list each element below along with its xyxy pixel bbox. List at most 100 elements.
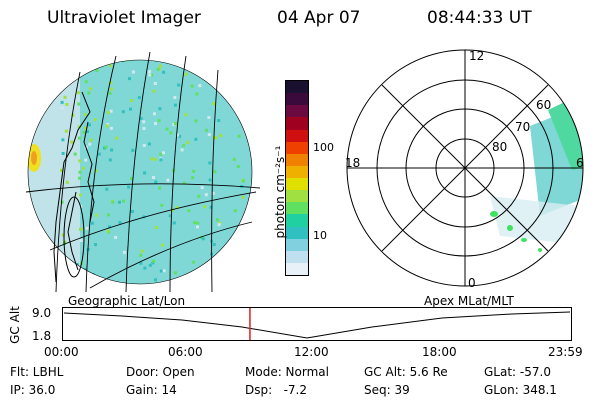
image-pixel bbox=[184, 72, 188, 76]
image-pixel bbox=[142, 144, 146, 147]
colorbar-band bbox=[286, 190, 308, 203]
image-pixel bbox=[161, 243, 164, 247]
image-pixel bbox=[210, 60, 214, 61]
image-pixel bbox=[209, 205, 213, 209]
image-pixel bbox=[63, 95, 67, 99]
image-pixel bbox=[130, 210, 134, 213]
image-pixel bbox=[111, 200, 115, 204]
image-pixel bbox=[89, 138, 93, 142]
image-pixel bbox=[137, 96, 141, 100]
colorbar-band bbox=[286, 202, 308, 215]
image-pixel bbox=[79, 227, 83, 231]
image-pixel bbox=[108, 64, 112, 68]
image-pixel bbox=[78, 159, 82, 163]
image-pixel bbox=[187, 209, 191, 213]
image-pixel bbox=[205, 128, 208, 132]
image-pixel bbox=[152, 284, 155, 287]
info-dsp: Dsp: -7.2 bbox=[245, 383, 308, 397]
image-pixel bbox=[190, 84, 194, 88]
image-title: Ultraviolet Imager bbox=[47, 8, 201, 28]
colorbar-band bbox=[286, 105, 308, 118]
image-pixel bbox=[253, 244, 256, 247]
image-pixel bbox=[220, 84, 223, 88]
colorbar-tick-100: 100 bbox=[313, 141, 334, 154]
image-pixel bbox=[109, 109, 113, 113]
colorbar-band bbox=[286, 250, 308, 263]
image-pixel bbox=[177, 83, 181, 87]
image-pixel bbox=[61, 138, 65, 142]
image-pixel bbox=[147, 142, 151, 146]
image-pixel bbox=[142, 127, 146, 130]
timeline-xtick-3: 18:00 bbox=[422, 345, 457, 359]
image-pixel bbox=[114, 236, 118, 239]
image-pixel bbox=[257, 116, 260, 119]
image-pixel bbox=[65, 103, 69, 106]
image-pixel bbox=[131, 148, 135, 152]
image-pixel bbox=[110, 87, 113, 91]
image-pixel bbox=[143, 266, 147, 270]
image-pixel bbox=[186, 140, 190, 144]
lat-label-70: 70 bbox=[515, 120, 530, 134]
colorbar-units: photon cm⁻²s⁻¹ bbox=[273, 145, 287, 239]
image-pixel bbox=[169, 131, 173, 135]
image-pixel bbox=[197, 194, 201, 198]
image-pixel bbox=[95, 213, 99, 217]
image-pixel bbox=[243, 75, 247, 79]
info-gain: Gain: 14 bbox=[126, 383, 177, 397]
lat-label-60: 60 bbox=[536, 98, 551, 112]
image-pixel bbox=[162, 70, 166, 74]
image-pixel bbox=[194, 119, 198, 123]
image-pixel bbox=[249, 195, 252, 198]
image-pixel bbox=[157, 119, 161, 123]
image-pixel bbox=[228, 280, 232, 284]
image-pixel bbox=[219, 133, 223, 137]
image-pixel bbox=[108, 158, 112, 162]
info-glon: GLon: 348.1 bbox=[484, 383, 557, 397]
timeline-right-label: Apex MLat/MLT bbox=[424, 294, 514, 308]
colorbar-band bbox=[286, 178, 308, 191]
image-pixel bbox=[208, 178, 212, 182]
image-pixel bbox=[70, 277, 73, 281]
image-pixel bbox=[217, 223, 221, 227]
image-pixel bbox=[162, 151, 165, 155]
image-pixel bbox=[211, 191, 215, 195]
image-pixel bbox=[95, 68, 99, 72]
colorbar-tick-10: 10 bbox=[313, 229, 327, 242]
image-pixel bbox=[154, 180, 158, 184]
image-pixel bbox=[93, 53, 96, 56]
image-pixel bbox=[153, 112, 156, 116]
image-pixel bbox=[103, 146, 106, 150]
image-pixel bbox=[182, 144, 185, 148]
image-pixel bbox=[201, 287, 204, 290]
image-pixel bbox=[249, 244, 252, 248]
info-glat: GLat: -57.0 bbox=[484, 365, 551, 379]
image-pixel bbox=[234, 104, 238, 107]
image-pixel bbox=[184, 113, 188, 117]
colorbar-band bbox=[286, 81, 308, 94]
image-pixel bbox=[122, 199, 125, 203]
image-pixel bbox=[204, 193, 208, 197]
image-pixel bbox=[71, 113, 75, 117]
info-door: Door: Open bbox=[126, 365, 195, 379]
image-pixel bbox=[77, 91, 80, 95]
image-pixel bbox=[61, 233, 65, 237]
image-pixel bbox=[214, 136, 218, 140]
image-pixel bbox=[243, 80, 247, 84]
image-pixel bbox=[61, 152, 65, 155]
image-pixel bbox=[143, 171, 147, 175]
image-pixel bbox=[236, 165, 240, 168]
image-pixel bbox=[191, 176, 195, 180]
image-pixel bbox=[90, 221, 94, 225]
image-pixel bbox=[150, 73, 154, 77]
image-pixel bbox=[153, 157, 157, 161]
image-pixel bbox=[106, 229, 110, 233]
image-pixel bbox=[254, 274, 257, 277]
image-pixel bbox=[166, 178, 170, 182]
timeline-plot[interactable] bbox=[62, 307, 572, 341]
image-pixel bbox=[82, 130, 86, 134]
image-pixel bbox=[258, 210, 260, 213]
colorbar-band bbox=[286, 165, 308, 178]
image-pixel bbox=[148, 70, 152, 74]
image-pixel bbox=[109, 126, 113, 130]
image-pixel bbox=[76, 57, 79, 60]
